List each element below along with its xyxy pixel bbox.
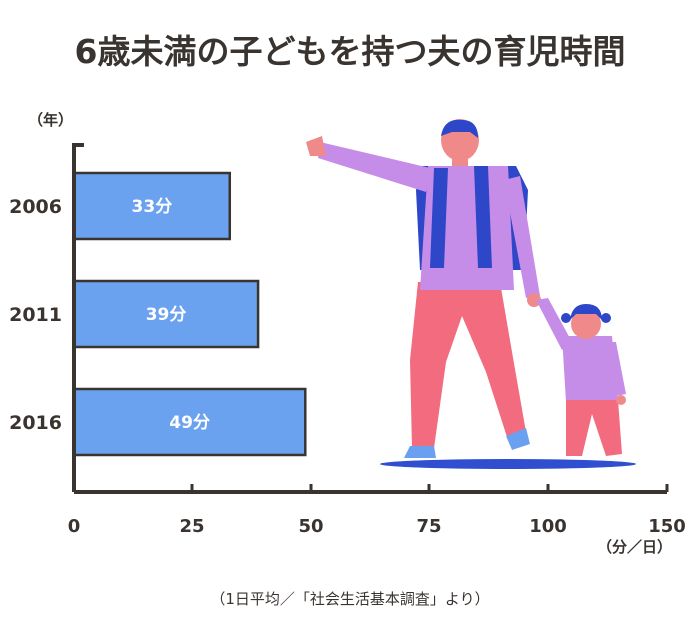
father-shoe-right: [506, 428, 530, 450]
father-child-illustration: [306, 119, 636, 469]
bar-value-label-2016: 49分: [169, 413, 210, 433]
axes-group: 2006 2011 2016 0 25 50 75 100 150: [9, 143, 686, 537]
father-hand-holding: [527, 293, 541, 307]
y-tick-label-2016: 2016: [9, 412, 62, 434]
father-shoe-left: [404, 446, 436, 458]
y-axis-line: [72, 143, 84, 492]
father-legs: [410, 282, 526, 448]
child-pigtail-left: [561, 313, 571, 323]
child-hand: [616, 395, 626, 405]
father-arm-down: [504, 176, 540, 298]
child-body: [562, 336, 618, 402]
backpack-strap-right: [474, 166, 492, 268]
backpack-strap-left: [430, 168, 448, 268]
bar-2016: [72, 387, 307, 457]
source-note: （1日平均／「社会生活基本調査」より）: [210, 590, 489, 608]
ground-shadow: [380, 459, 636, 469]
child-legs: [566, 400, 622, 456]
father-hand-pointing: [306, 136, 326, 156]
bar-value-label-2006: 33分: [132, 197, 173, 217]
father-arm-pointing: [318, 142, 430, 192]
father-hair: [441, 119, 478, 138]
bar-value-label-2011: 39分: [146, 305, 187, 325]
x-tick-label-25: 25: [179, 516, 204, 537]
x-tick-label-150: 150: [648, 516, 686, 537]
x-axis-label: （分／日）: [597, 538, 672, 556]
y-axis-label: （年）: [28, 111, 73, 129]
child-arm-down: [604, 342, 626, 396]
x-tick-label-100: 100: [529, 516, 567, 537]
x-tick-label-75: 75: [416, 516, 441, 537]
child-face: [571, 309, 601, 339]
x-tick-label-0: 0: [68, 516, 81, 537]
chart-title: 6歳未満の子どもを持つ夫の育児時間: [75, 32, 626, 71]
y-tick-label-2006: 2006: [9, 196, 62, 218]
bars-group: 33分 39分 49分: [72, 171, 307, 457]
y-tick-label-2011: 2011: [9, 304, 62, 326]
x-tick-label-50: 50: [298, 516, 323, 537]
child-pigtail-right: [601, 313, 611, 323]
child-hair: [570, 304, 602, 320]
